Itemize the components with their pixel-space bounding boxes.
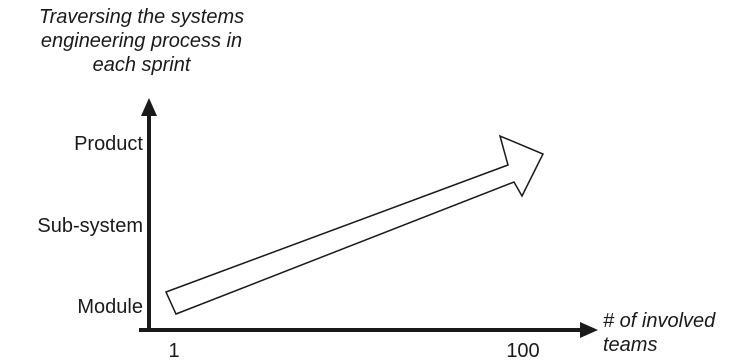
y-axis-arrowhead — [141, 98, 157, 116]
x-axis-label-line-2: teams — [603, 334, 658, 356]
title-line-3: each sprint — [92, 54, 191, 76]
x-tick-100: 100 — [506, 340, 540, 362]
x-axis-arrowhead — [580, 322, 598, 338]
diagram-title: Traversing the systems engineering proce… — [0, 5, 283, 77]
y-level-product: Product — [74, 133, 143, 155]
x-axis-label-line-1: # of involved — [603, 310, 716, 332]
y-level-sub-system: Sub-system — [37, 215, 143, 237]
title-line-2: engineering process in — [40, 30, 243, 52]
title-line-1: Traversing the systems — [38, 6, 245, 28]
x-axis-label: # of involved teams — [603, 309, 715, 357]
y-level-module: Module — [77, 296, 143, 318]
growth-arrow — [164, 134, 545, 315]
x-tick-1: 1 — [168, 340, 180, 362]
